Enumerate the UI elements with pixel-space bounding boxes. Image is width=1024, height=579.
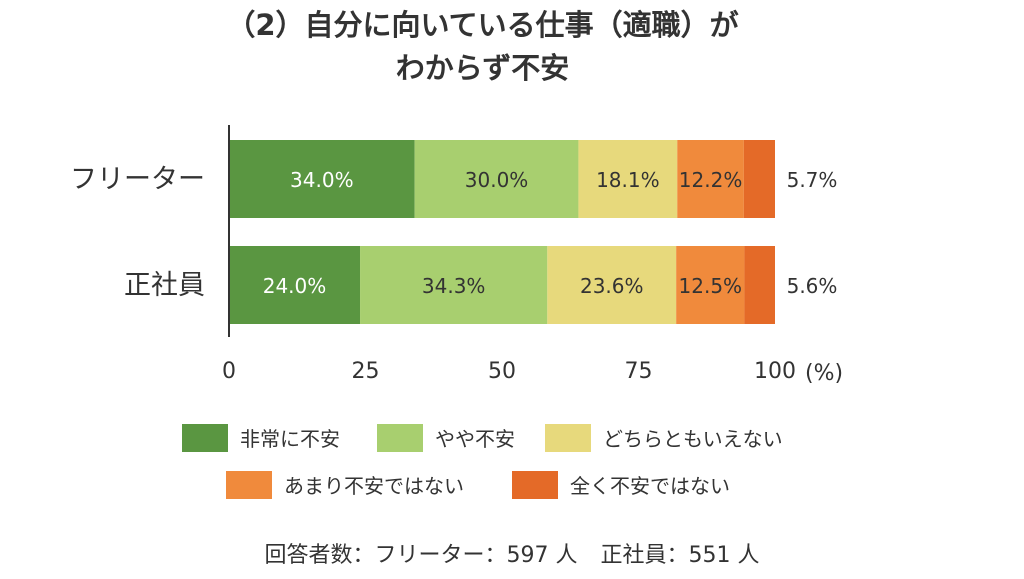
legend-swatch <box>182 423 228 452</box>
x-tick-label: 50 <box>488 359 516 384</box>
data-label: 24.0% <box>263 274 327 298</box>
data-label: 12.5% <box>679 274 743 298</box>
data-label: 34.0% <box>290 168 354 192</box>
x-tick-label: 25 <box>352 359 380 384</box>
data-label: 5.7% <box>787 168 838 192</box>
data-label: 5.6% <box>787 274 838 298</box>
chart-title: （2）自分に向いている仕事（適職）が わからず不安 <box>0 4 965 90</box>
legend-label: 全く不安ではない <box>570 474 730 498</box>
x-tick-label: 0 <box>222 359 236 384</box>
bar-segment <box>229 246 361 324</box>
bar-segment <box>414 140 579 218</box>
data-label: 34.3% <box>422 274 486 298</box>
chart-title-line2: わからず不安 <box>395 51 570 85</box>
x-axis-unit: (%) <box>805 361 843 386</box>
legend-item-neutral: どちらともいえない <box>545 423 783 452</box>
x-tick-label: 100 <box>754 359 796 384</box>
respondents-seishain: 正社員：551 人 <box>600 543 760 568</box>
legend-item-somewhat-anxious: やや不安 <box>377 423 515 452</box>
legend-item-not-very-anxious: あまり不安ではない <box>226 470 464 499</box>
chart-title-line1: （2）自分に向いている仕事（適職）が <box>226 8 739 42</box>
legend-label: やや不安 <box>435 427 515 451</box>
data-label: 18.1% <box>596 168 660 192</box>
legend-swatch <box>545 423 591 452</box>
legend-swatch <box>226 470 272 499</box>
legend-item-very-anxious: 非常に不安 <box>182 423 340 452</box>
bar-segment <box>360 246 548 324</box>
bar-segment <box>677 140 744 218</box>
data-label: 12.2% <box>679 168 743 192</box>
legend-swatch <box>512 470 558 499</box>
bar-segment <box>676 246 745 324</box>
legend-label: どちらともいえない <box>603 427 783 451</box>
x-tick-label: 75 <box>625 359 653 384</box>
legend-label: 非常に不安 <box>240 427 340 451</box>
data-label: 23.6% <box>580 274 644 298</box>
bar-segment <box>547 246 677 324</box>
bar-segment <box>743 140 775 218</box>
bar-segment <box>578 140 678 218</box>
category-label: フリーター <box>70 164 205 195</box>
legend-swatch <box>377 423 423 452</box>
legend-item-not-anxious-at-all: 全く不安ではない <box>512 470 730 499</box>
respondents-freeter: 回答者数：フリーター：597 人 <box>264 543 578 568</box>
legend-label: あまり不安ではない <box>284 474 464 498</box>
bar-segment <box>744 246 775 324</box>
respondent-counts: 回答者数：フリーター：597 人 正社員：551 人 <box>0 537 1024 569</box>
data-label: 30.0% <box>465 168 529 192</box>
category-label: 正社員 <box>124 270 205 301</box>
bar-segment <box>229 140 415 218</box>
